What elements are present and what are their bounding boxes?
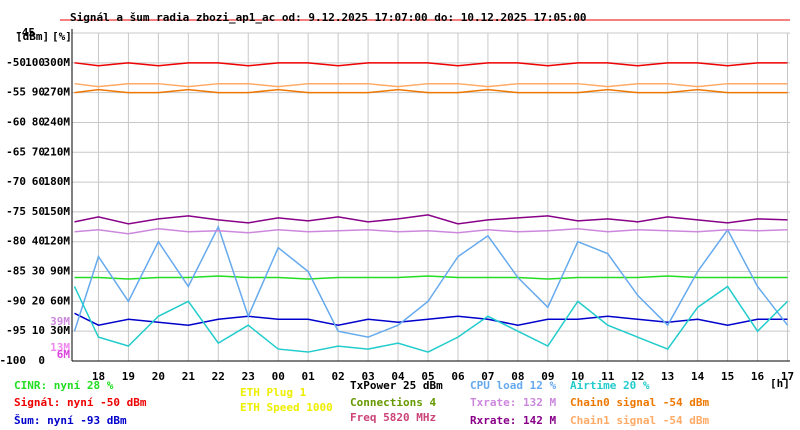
series-line (74, 82, 788, 88)
y3-tick-label: 120M (44, 235, 71, 248)
x-tick-label: 23 (242, 370, 255, 383)
x-tick-label: 09 (541, 370, 554, 383)
y2-tick-label: 90 (32, 86, 45, 99)
x-tick-label: 04 (391, 370, 405, 383)
x-tick-label: 18 (92, 370, 105, 383)
legend-entry: CINR: nyní 28 % (14, 379, 114, 392)
x-tick-label: 07 (481, 370, 494, 383)
x-tick-label: 01 (302, 370, 316, 383)
y2-tick-label: 40 (32, 235, 45, 248)
x-tick-label: 20 (152, 370, 165, 383)
y3-tick-label: 270M (44, 86, 71, 99)
x-tick-label: 21 (182, 370, 196, 383)
y3-tick-label: 210M (44, 145, 71, 158)
legend-entry: Txrate: 132 M (470, 396, 556, 409)
series-line (74, 312, 788, 327)
legend-entry: Airtime 20 % (570, 379, 650, 392)
legend-entry: Chain1 signal -54 dBm (570, 414, 709, 427)
series-line (74, 275, 788, 280)
y2-tick-label: 20 (32, 294, 45, 307)
y2-tick-label: 80 (32, 115, 45, 128)
legend-entry: Signál: nyní -50 dBm (14, 396, 147, 409)
side-label: 39M (50, 315, 70, 328)
y2-tick-label: 30 (32, 265, 45, 278)
y3-tick-label: 90M (50, 265, 70, 278)
y-tick-label: -95 (6, 324, 26, 337)
y3-tick-label: 60M (50, 294, 70, 307)
info-entry: ETH Speed 1000 (240, 401, 333, 414)
y2-tick-label: 70 (32, 145, 45, 158)
y3-tick-label: 300M (44, 56, 71, 69)
legend-entry: Rxrate: 142 M (470, 414, 556, 427)
x-tick-label: 12 (631, 370, 644, 383)
x-tick-label: 13 (661, 370, 674, 383)
series-line (74, 214, 788, 225)
y-axis-label: [dBm] (16, 30, 49, 43)
x-tick-label: 17 (781, 370, 794, 383)
legend-entry: CPU load 12 % (470, 379, 556, 392)
y-tick-label: -65 (6, 145, 26, 158)
y2-tick-label: 100 (25, 56, 45, 69)
y2-tick-label: 10 (32, 324, 45, 337)
legend-entry: Chain0 signal -54 dBm (570, 396, 709, 409)
x-tick-label: 05 (421, 370, 434, 383)
x-tick-label: 22 (212, 370, 225, 383)
y-tick-label: -60 (6, 115, 26, 128)
y-tick-label: -45 (15, 26, 35, 39)
series-line (73, 285, 789, 353)
info-entry: Connections 4 (350, 396, 436, 409)
y-tick-label: -75 (6, 205, 26, 218)
series-line (74, 62, 788, 67)
side-label: 6M (57, 348, 71, 361)
y3-tick-label: 180M (44, 175, 71, 188)
y-tick-label: -100 (0, 354, 26, 367)
legend-entry: Šum: nyní -93 dBm (14, 414, 127, 427)
x-tick-label: 08 (511, 370, 524, 383)
x-tick-label: 15 (721, 370, 734, 383)
x-axis-label: [h] (770, 377, 790, 390)
y3-tick-label: 240M (44, 115, 71, 128)
y-tick-label: -85 (6, 265, 26, 278)
x-tick-label: 03 (361, 370, 374, 383)
x-tick-label: 16 (751, 370, 765, 383)
series-line (74, 88, 788, 94)
y2-tick-label: 0 (38, 354, 45, 367)
y-tick-label: -90 (6, 294, 26, 307)
y2-tick-label: 50 (32, 205, 45, 218)
series-line (74, 228, 788, 235)
y3-tick-label: 150M (44, 205, 71, 218)
x-tick-label: 10 (571, 370, 584, 383)
series-line (73, 224, 789, 338)
x-tick-label: 11 (601, 370, 615, 383)
info-entry: TxPower 25 dBm (350, 379, 443, 392)
y3-tick-label: 30M (50, 324, 70, 337)
x-tick-label: 14 (691, 370, 705, 383)
y2-tick-label: 60 (32, 175, 45, 188)
y-tick-label: -70 (6, 175, 26, 188)
y2-axis-label: [%] (52, 30, 72, 43)
side-label: 13M (50, 341, 70, 354)
x-tick-label: 06 (451, 370, 465, 383)
info-entry: Freq 5820 MHz (350, 411, 436, 424)
info-entry: ETH Plug 1 (240, 386, 307, 399)
y-tick-label: -55 (6, 86, 26, 99)
y-tick-label: -80 (6, 235, 26, 248)
x-tick-label: 00 (272, 370, 285, 383)
x-tick-label: 02 (332, 370, 345, 383)
chart-title: Signál a šum radia zbozi_ap1_ac od: 9.12… (70, 11, 587, 24)
x-tick-label: 19 (122, 370, 135, 383)
y-tick-label: -50 (6, 56, 26, 69)
